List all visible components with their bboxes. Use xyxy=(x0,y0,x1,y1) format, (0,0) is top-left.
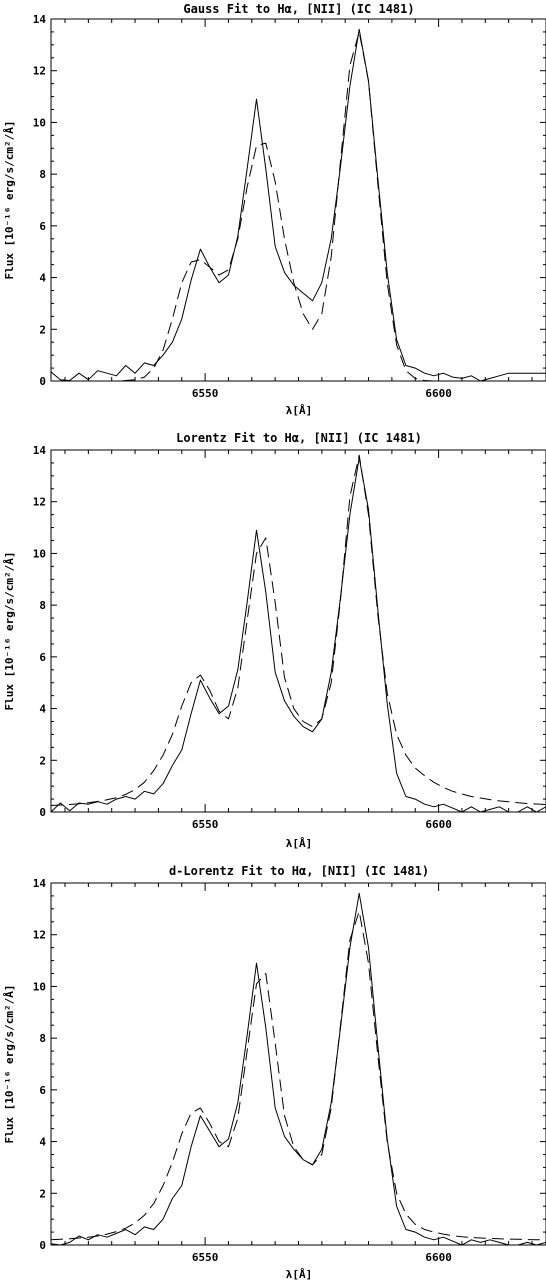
y-tick-label: 14 xyxy=(33,444,47,457)
observed-spectrum-line xyxy=(50,28,546,382)
y-axis-label: Flux [10⁻¹⁶ erg/s/cm²/Å] xyxy=(3,552,16,711)
y-axis: 0 2 4 6 8 10 12 14 xyxy=(33,13,546,388)
y-tick-label: 12 xyxy=(33,496,46,509)
y-tick-label: 8 xyxy=(39,168,46,181)
x-tick-label: 6550 xyxy=(192,387,219,400)
x-axis: 6550 6600 xyxy=(64,883,533,1264)
y-tick-label: 2 xyxy=(39,754,46,767)
x-tick-label: 6550 xyxy=(192,1251,219,1264)
panel-lorentz-fit: Lorentz Fit to Hα, [NII] (IC 1481) 0 2 4 6 8… xyxy=(3,431,546,850)
y-axis: 0 2 4 6 8 10 12 14 xyxy=(33,877,546,1252)
x-axis: 6550 6600 xyxy=(64,19,533,400)
chart-title: d-Lorentz Fit to Hα, [NII] (IC 1481) xyxy=(169,864,429,878)
panel-d-lorentz-fit: d-Lorentz Fit to Hα, [NII] (IC 1481) 0 2 4… xyxy=(3,864,546,1281)
y-tick-label: 10 xyxy=(33,980,46,993)
y-tick-label: 4 xyxy=(39,1136,46,1149)
x-axis: 6550 6600 xyxy=(64,450,533,831)
x-tick-label: 6550 xyxy=(192,818,219,831)
y-tick-label: 6 xyxy=(39,651,46,664)
x-tick-label: 6600 xyxy=(425,818,452,831)
chart-title: Gauss Fit to Hα, [NII] (IC 1481) xyxy=(183,2,414,16)
fit-line xyxy=(50,454,546,806)
observed-spectrum-line xyxy=(50,457,546,813)
plot-frame xyxy=(50,882,546,1246)
series-group xyxy=(50,28,546,382)
y-tick-label: 10 xyxy=(33,547,46,560)
y-tick-label: 4 xyxy=(39,272,46,285)
y-tick-label: 0 xyxy=(39,806,46,819)
y-tick-label: 10 xyxy=(33,116,46,129)
y-tick-label: 0 xyxy=(39,375,46,388)
y-tick-label: 8 xyxy=(39,599,46,612)
x-tick-label: 6600 xyxy=(425,1251,452,1264)
plot-frame xyxy=(50,449,546,813)
series-group xyxy=(50,454,546,813)
fit-line xyxy=(50,910,546,1241)
y-axis-label: Flux [10⁻¹⁶ erg/s/cm²/Å] xyxy=(3,985,16,1144)
series-group xyxy=(50,892,546,1246)
x-axis-label: λ[Å] xyxy=(286,404,313,417)
y-tick-label: 8 xyxy=(39,1032,46,1045)
y-tick-label: 2 xyxy=(39,323,46,336)
y-axis-label: Flux [10⁻¹⁶ erg/s/cm²/Å] xyxy=(3,121,16,280)
y-tick-label: 2 xyxy=(39,1187,46,1200)
fit-line xyxy=(51,31,546,382)
y-tick-label: 12 xyxy=(33,65,46,78)
y-axis: 0 2 4 6 8 10 12 14 xyxy=(33,444,546,819)
y-tick-label: 14 xyxy=(33,877,47,890)
y-tick-label: 6 xyxy=(39,1084,46,1097)
plot-frame xyxy=(50,18,546,382)
y-tick-label: 6 xyxy=(39,220,46,233)
x-axis-label: λ[Å] xyxy=(286,837,313,850)
x-tick-label: 6600 xyxy=(425,387,452,400)
y-tick-label: 4 xyxy=(39,703,46,716)
panel-gauss-fit: Gauss Fit to Hα, [NII] (IC 1481) 0 2 4 6 8 10… xyxy=(3,2,546,417)
y-tick-label: 12 xyxy=(33,929,46,942)
y-tick-label: 14 xyxy=(33,13,47,26)
y-tick-label: 0 xyxy=(39,1239,46,1252)
chart-title: Lorentz Fit to Hα, [NII] (IC 1481) xyxy=(176,431,422,445)
observed-spectrum-line xyxy=(50,892,546,1246)
x-axis-label: λ[Å] xyxy=(286,1268,313,1281)
